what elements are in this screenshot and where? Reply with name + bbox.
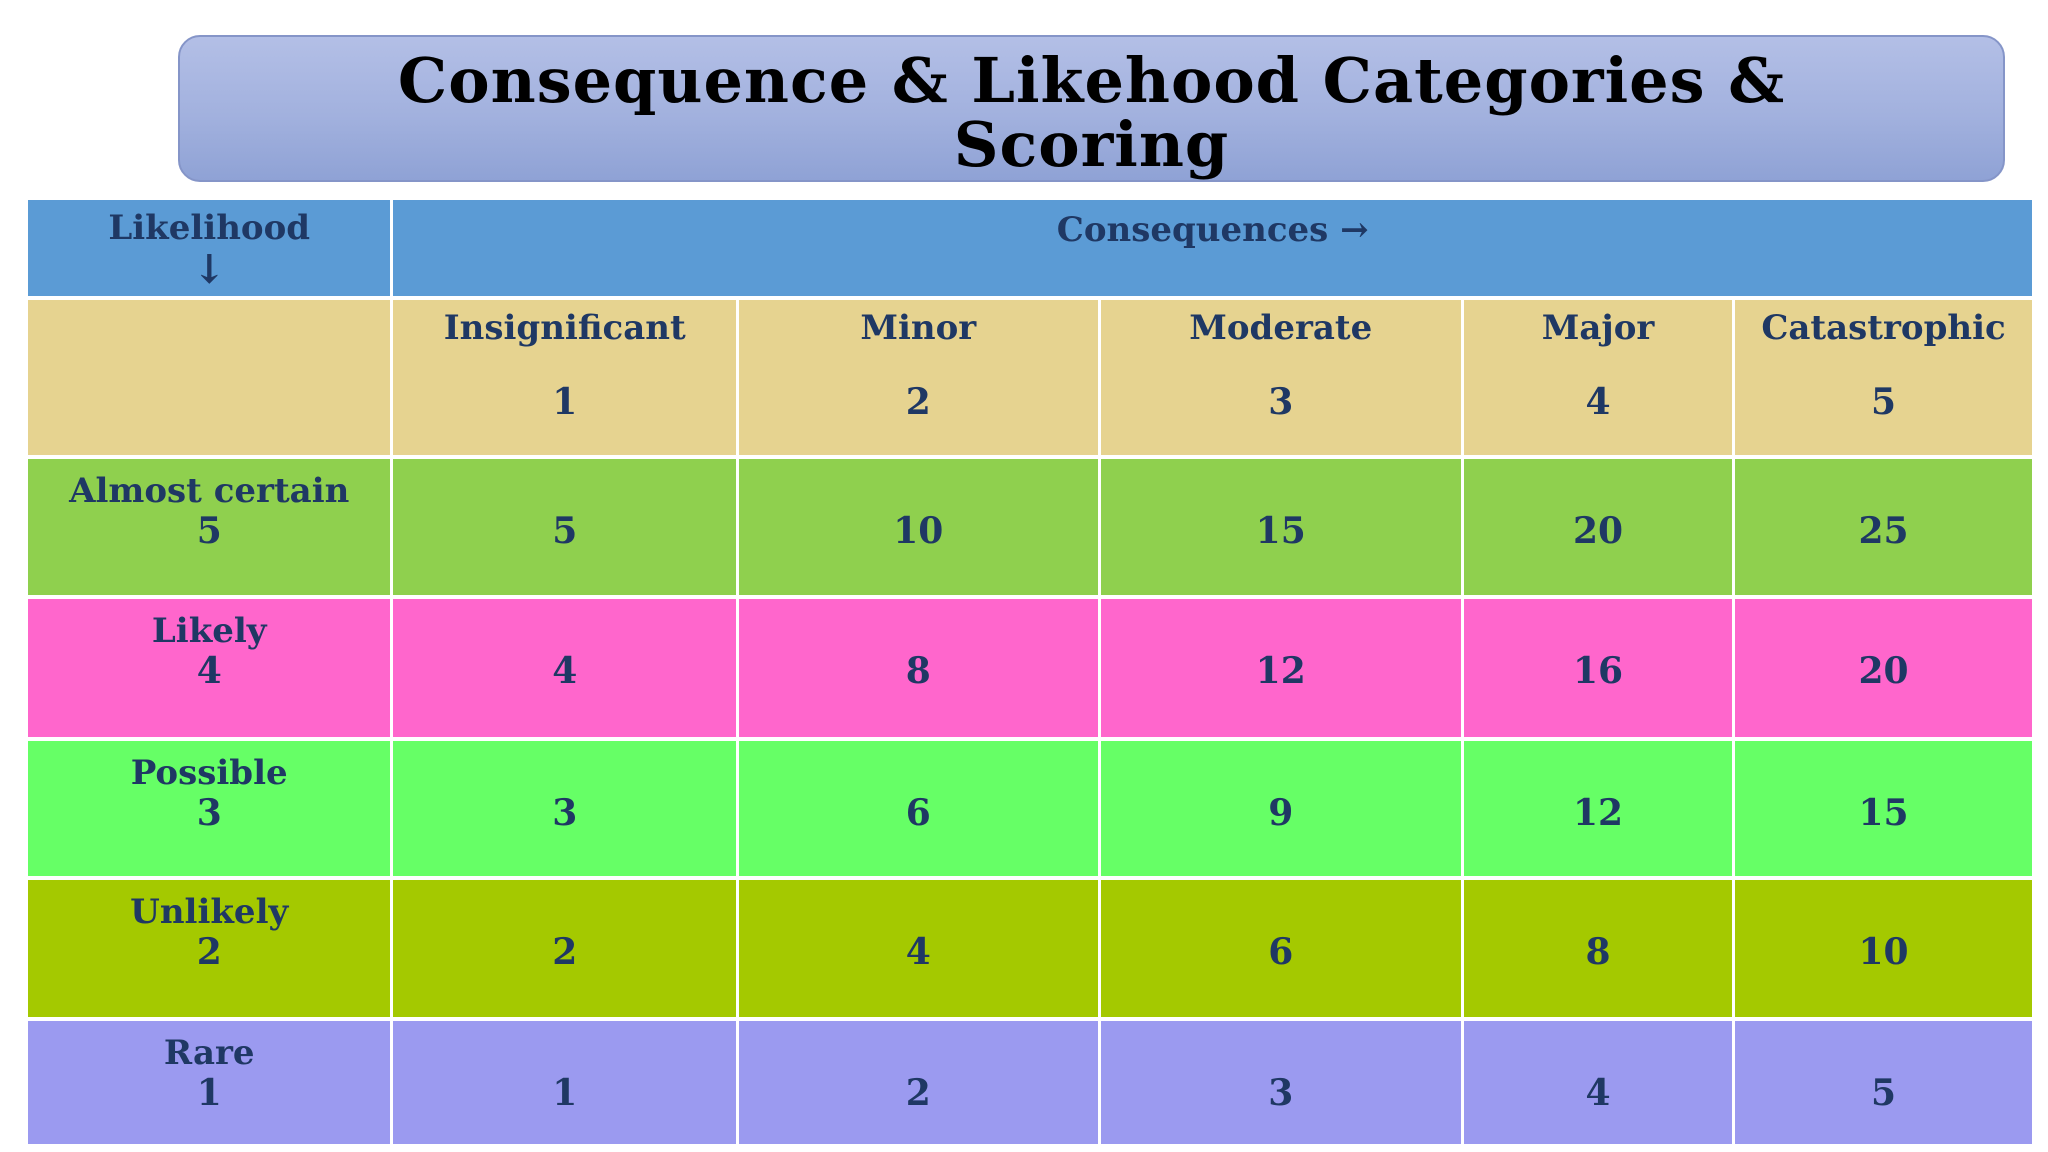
column-label: Moderate [1189, 308, 1373, 348]
score-cell: 12 [1463, 741, 1733, 876]
row-score: 5 [196, 510, 222, 552]
risk-scoring-matrix: Likelihood ↓ Consequences → Insignifican… [28, 200, 2032, 1144]
score-cell: 20 [1735, 599, 2032, 737]
score-cell: 6 [1100, 880, 1461, 1017]
title-line-2: Scoring [953, 108, 1230, 181]
likelihood-label: Likelihood [108, 208, 311, 248]
score-cell: 15 [1100, 459, 1461, 595]
row-score: 3 [196, 792, 222, 834]
score-cell: 3 [1100, 1021, 1461, 1144]
score-cell: 15 [1735, 741, 2032, 876]
column-header-insignificant: Insignificant 1 [393, 300, 737, 455]
row-score: 1 [196, 1072, 222, 1114]
score-cell: 5 [393, 459, 737, 595]
column-label: Catastrophic [1761, 308, 2006, 348]
score-cell: 16 [1463, 599, 1733, 737]
column-score: 2 [905, 380, 931, 423]
column-header-moderate: Moderate 3 [1100, 300, 1461, 455]
score-cell: 8 [1463, 880, 1733, 1017]
empty-corner-cell [28, 300, 391, 455]
row-header-possible: Possible 3 [28, 741, 391, 876]
score-cell: 10 [739, 459, 1098, 595]
row-label: Possible [130, 753, 288, 793]
row-label: Rare [163, 1033, 255, 1073]
row-header-almost-certain: Almost certain 5 [28, 459, 391, 595]
row-header-unlikely: Unlikely 2 [28, 880, 391, 1017]
score-cell: 4 [393, 599, 737, 737]
column-label: Minor [860, 308, 977, 348]
column-score: 5 [1871, 380, 1897, 423]
row-score: 2 [196, 931, 222, 973]
column-header-major: Major 4 [1463, 300, 1733, 455]
row-score: 4 [196, 650, 222, 692]
score-cell: 2 [393, 880, 737, 1017]
score-cell: 25 [1735, 459, 2032, 595]
score-cell: 4 [739, 880, 1098, 1017]
row-label: Likely [151, 611, 267, 651]
score-cell: 20 [1463, 459, 1733, 595]
column-label: Insignificant [443, 308, 686, 348]
score-cell: 8 [739, 599, 1098, 737]
column-score: 1 [552, 380, 578, 423]
row-label: Unlikely [130, 892, 289, 932]
likelihood-header-cell: Likelihood ↓ [28, 200, 391, 296]
title-line-1: Consequence & Likehood Categories & [397, 44, 1786, 117]
slide-title: Consequence & Likehood Categories & Scor… [178, 35, 2005, 182]
score-cell: 1 [393, 1021, 737, 1144]
score-cell: 5 [1735, 1021, 2032, 1144]
column-label: Major [1541, 308, 1655, 348]
column-header-catastrophic: Catastrophic 5 [1735, 300, 2032, 455]
row-label: Almost certain [69, 471, 350, 511]
score-cell: 12 [1100, 599, 1461, 737]
score-cell: 9 [1100, 741, 1461, 876]
column-score: 4 [1585, 380, 1611, 423]
down-arrow-icon: ↓ [192, 246, 226, 293]
row-header-likely: Likely 4 [28, 599, 391, 737]
score-cell: 2 [739, 1021, 1098, 1144]
score-cell: 10 [1735, 880, 2032, 1017]
column-header-minor: Minor 2 [739, 300, 1098, 455]
row-header-rare: Rare 1 [28, 1021, 391, 1144]
consequences-header-cell: Consequences → [393, 200, 2032, 296]
score-cell: 4 [1463, 1021, 1733, 1144]
score-cell: 6 [739, 741, 1098, 876]
score-cell: 3 [393, 741, 737, 876]
column-score: 3 [1268, 380, 1294, 423]
